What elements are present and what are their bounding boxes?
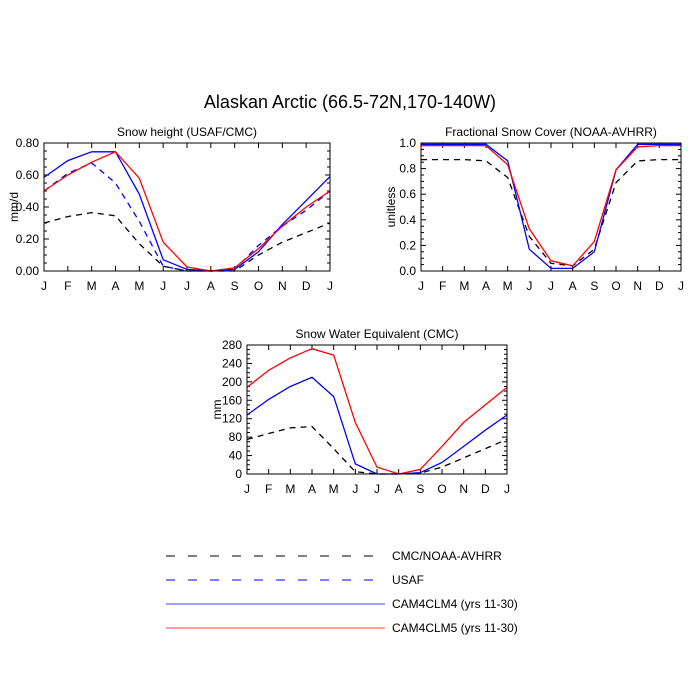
swe-ytick-label: 280	[222, 338, 242, 352]
snow-cover-xtick-label: J	[418, 279, 424, 293]
swe-series-clm4	[246, 376, 508, 475]
snow-cover-xtick-label: A	[569, 279, 577, 293]
snow-cover-series-clm4	[421, 143, 681, 270]
snow-cover-xtick-label: J	[678, 279, 684, 293]
swe-panel: Snow Water Equivalent (CMC) mm 0 40 80 120 160…	[210, 327, 510, 496]
snow-cover-ytick-label: 1.0	[399, 136, 416, 150]
swe-ytick-label: 0	[235, 467, 242, 481]
swe-series-clm5	[246, 348, 508, 475]
legend-label-clm4: CAM4CLM4 (yrs 11-30)	[392, 597, 518, 611]
snow-height-xtick-label: J	[160, 279, 166, 293]
snow-height-xtick-label: N	[278, 279, 287, 293]
snow-cover-xtick-label: J	[526, 279, 532, 293]
swe-series-cmc	[246, 425, 508, 475]
snow-height-xtick-label: J	[184, 279, 190, 293]
swe-xtick-label: J	[374, 482, 380, 496]
snow-height-ytick-label: 0.80	[16, 136, 40, 150]
snow-cover-frame	[420, 142, 682, 272]
snow-cover-series-cmc	[421, 158, 681, 267]
snow-cover-xtick-label: O	[611, 279, 620, 293]
swe-xtick-label: M	[329, 482, 339, 496]
swe-ytick-label: 200	[222, 375, 242, 389]
snow-cover-title: Fractional Snow Cover (NOAA-AVHRR)	[445, 125, 657, 139]
legend-label-usaf: USAF	[392, 573, 424, 587]
snow-height-ytick-label: 0.00	[16, 264, 40, 278]
snow-cover-ytick-label: 0.2	[399, 238, 416, 252]
swe-ytick-label: 120	[222, 412, 242, 426]
snow-height-ytick-label: 0.40	[16, 200, 40, 214]
legend-label-cmc: CMC/NOAA-AVHRR	[392, 549, 502, 563]
snow-height-series-usaf	[43, 162, 331, 272]
snow-height-series-clm4	[43, 151, 331, 272]
swe-xtick-label: J	[244, 482, 250, 496]
snow-height-frame	[43, 142, 331, 272]
snow-cover-xtick-label: M	[503, 279, 513, 293]
figure-title: Alaskan Arctic (66.5-72N,170-140W)	[204, 92, 496, 112]
swe-xtick-label: A	[308, 482, 316, 496]
swe-xtick-label: S	[416, 482, 424, 496]
snow-height-xtick-label: J	[41, 279, 47, 293]
snow-cover-xtick-label: D	[655, 279, 664, 293]
snow-height-panel: Snow height (USAF/CMC) mm/d 0.00 0.20 0.40 0.…	[7, 125, 333, 293]
snow-cover-xtick-label: A	[482, 279, 490, 293]
snow-cover-series-clm5	[421, 144, 681, 267]
snow-height-title: Snow height (USAF/CMC)	[117, 125, 257, 139]
swe-title: Snow Water Equivalent (CMC)	[296, 327, 459, 341]
swe-ytick-label: 160	[222, 393, 242, 407]
swe-xtick-label: J	[504, 482, 510, 496]
swe-xtick-label: F	[265, 482, 272, 496]
swe-ytick-label: 80	[229, 430, 243, 444]
snow-cover-xtick-label: N	[633, 279, 642, 293]
swe-xtick-label: M	[285, 482, 295, 496]
snow-cover-ytick-label: 0.0	[399, 264, 416, 278]
swe-ytick-label: 240	[222, 356, 242, 370]
snow-cover-ytick-label: 0.4	[399, 213, 416, 227]
swe-xtick-label: J	[352, 482, 358, 496]
snow-cover-ytick-label: 0.6	[399, 187, 416, 201]
snow-height-xtick-label: A	[111, 279, 119, 293]
snow-height-xtick-label: S	[231, 279, 239, 293]
swe-xtick-label: A	[395, 482, 403, 496]
snow-height-series-cmc	[43, 211, 331, 272]
snow-cover-panel: Fractional Snow Cover (NOAA-AVHRR) unitle…	[384, 125, 684, 293]
swe-frame	[246, 344, 508, 475]
snow-height-ytick-label: 0.60	[16, 168, 40, 182]
snow-cover-xtick-label: S	[590, 279, 598, 293]
legend-label-clm5: CAM4CLM5 (yrs 11-30)	[392, 621, 518, 635]
snow-height-xtick-label: A	[207, 279, 215, 293]
swe-xtick-label: D	[481, 482, 490, 496]
snow-height-xtick-label: F	[64, 279, 71, 293]
swe-xtick-label: N	[459, 482, 468, 496]
snow-height-ytick-label: 0.20	[16, 232, 40, 246]
snow-cover-xtick-label: F	[439, 279, 446, 293]
snow-cover-ytick-label: 0.8	[399, 162, 416, 176]
snow-cover-xtick-label: M	[459, 279, 469, 293]
snow-height-xtick-label: M	[134, 279, 144, 293]
swe-ytick-label: 40	[229, 449, 243, 463]
snow-height-series-clm5	[43, 151, 331, 272]
snow-height-ylabel: mm/d	[7, 192, 21, 222]
snow-height-xtick-label: M	[87, 279, 97, 293]
swe-ylabel: mm	[210, 400, 224, 420]
legend: CMC/NOAA-AVHRR USAF CAM4CLM4 (yrs 11-30) CA…	[166, 549, 518, 635]
snow-height-xtick-label: D	[302, 279, 311, 293]
swe-xtick-label: O	[437, 482, 446, 496]
snow-cover-ylabel: unitless	[384, 187, 398, 228]
snow-cover-xtick-label: J	[548, 279, 554, 293]
snow-height-xtick-label: O	[254, 279, 263, 293]
snow-height-xtick-label: J	[327, 279, 333, 293]
